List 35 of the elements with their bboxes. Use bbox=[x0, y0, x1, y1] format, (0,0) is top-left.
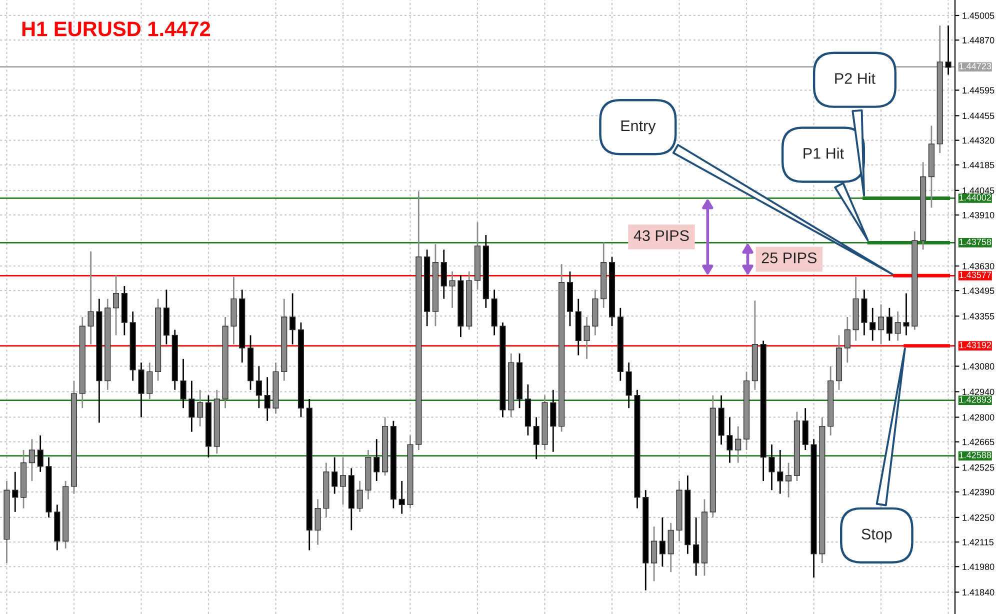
y-tick-label: 1.44595 bbox=[962, 87, 994, 94]
y-tick-label: 1.42800 bbox=[962, 414, 994, 421]
y-tick-label: 1.43495 bbox=[962, 288, 994, 294]
y-tick-label: 1.44185 bbox=[962, 162, 994, 168]
y-tick-label: 1.42525 bbox=[962, 464, 994, 471]
y-tick-label: 1.42665 bbox=[962, 438, 994, 446]
ref-line-label: 1.43577 bbox=[960, 272, 991, 278]
annotation: Entry bbox=[621, 120, 656, 134]
annotation: Stop bbox=[862, 528, 892, 543]
y-tick-label: 1.44045 bbox=[962, 187, 994, 194]
y-tick-label: 1.44870 bbox=[962, 37, 994, 44]
y-tick-label: 1.43910 bbox=[962, 212, 994, 218]
ref-line-label: 1.42893 bbox=[960, 396, 992, 403]
y-tick-label: 1.42390 bbox=[962, 488, 994, 496]
y-tick-label: 1.45005 bbox=[962, 12, 994, 19]
ref-line-label: 1.43192 bbox=[960, 342, 991, 348]
annotation: 43 PIPS bbox=[634, 230, 689, 242]
y-tick-label: 1.42940 bbox=[962, 388, 994, 396]
y-tick-label: 1.43080 bbox=[962, 363, 994, 370]
y-tick-label: 1.44455 bbox=[962, 112, 994, 120]
ref-line-label: 1.44723 bbox=[960, 62, 992, 70]
y-tick-label: 1.42115 bbox=[962, 539, 994, 546]
y-tick-label: 1.41840 bbox=[962, 589, 994, 596]
y-tick-label: 1.44320 bbox=[962, 137, 994, 144]
y-tick-label: 1.41980 bbox=[962, 564, 994, 570]
y-tick-label: 1.43630 bbox=[962, 262, 994, 270]
annotation: 25 PIPS bbox=[762, 252, 816, 264]
annotation: P2 Hit bbox=[835, 72, 876, 84]
y-tick-label: 1.43355 bbox=[962, 313, 994, 320]
ref-line-label: 1.42588 bbox=[960, 452, 992, 458]
ref-line-label: 1.44002 bbox=[960, 194, 991, 201]
y-tick-label: 1.42250 bbox=[962, 514, 994, 521]
text: H1 EURUSD 1.4472 bbox=[22, 22, 210, 36]
ref-line-label: 1.43758 bbox=[960, 238, 992, 246]
annotation: P1 Hit bbox=[804, 148, 844, 159]
